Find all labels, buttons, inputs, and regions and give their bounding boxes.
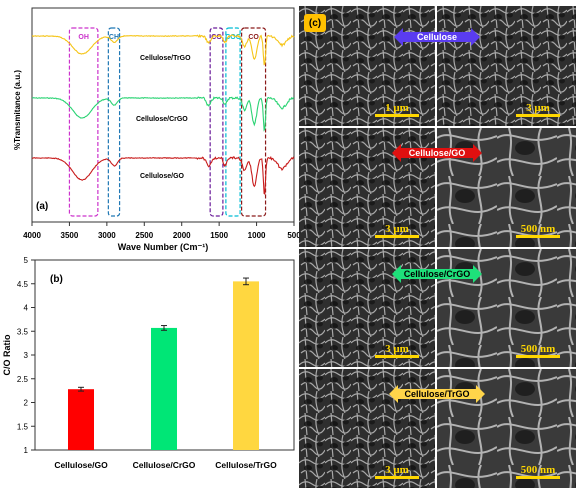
scale-bar: 3 μm (375, 343, 419, 358)
scale-bar: 500 nm (516, 464, 560, 479)
ftir-x-tick-label: 3000 (98, 231, 116, 240)
scale-bar: 3 μm (375, 464, 419, 479)
spectrum-line-go (31, 155, 295, 196)
ftir-x-tick-label: 2000 (173, 231, 191, 240)
scale-bar-label: 3 μm (385, 343, 409, 355)
ftir-band-label: OH (78, 34, 89, 41)
spectrum-line-trgo (31, 33, 295, 66)
sample-arrow-text: Cellulose/GO (408, 148, 466, 158)
bar-cellulose-trgo (233, 281, 259, 450)
sample-arrow-label: Cellulose (394, 28, 480, 46)
scale-bar-line (375, 114, 419, 117)
bar-y-tick-label: 1 (24, 446, 29, 455)
sample-arrow-text: Cellulose (416, 32, 457, 42)
scale-bar-line (516, 355, 560, 358)
bar-y-tick-label: 4.5 (17, 280, 29, 289)
bar-y-axis-label: C/O Ratio (2, 334, 12, 376)
scale-bar-line (375, 355, 419, 358)
sem-panel-label: (c) (304, 14, 326, 32)
sem-image-left (299, 128, 435, 247)
sem-image-left (299, 369, 435, 488)
ftir-band-label: CO (211, 34, 222, 41)
series-label-crgo: Cellulose/CrGO (136, 116, 188, 123)
bar-category-label: Cellulose/TrGO (215, 460, 277, 470)
sem-image-left (299, 249, 435, 367)
sample-arrow-label: Cellulose/GO (392, 144, 482, 162)
bar-y-tick-label: 2.5 (17, 375, 29, 384)
ftir-band-box (225, 27, 241, 217)
bar-cellulose-go (68, 389, 94, 450)
ftir-panel-label: (a) (36, 201, 48, 212)
bar-y-tick-label: 4 (24, 304, 29, 313)
bar-panel-label: (b) (50, 274, 63, 285)
scale-bar: 3 μm (516, 102, 560, 117)
bar-y-tick-label: 3.5 (17, 327, 29, 336)
scale-bar-label: 3 μm (385, 223, 409, 235)
ftir-x-tick-label: 1500 (210, 231, 228, 240)
spectrum-line-crgo (32, 96, 295, 132)
ftir-band-label: CO (248, 34, 259, 41)
scale-bar-line (516, 476, 560, 479)
ftir-x-tick-label: 4000 (23, 231, 41, 240)
scale-bar: 1 μm (375, 102, 419, 117)
scale-bar-label: 1 μm (385, 102, 409, 114)
bar-category-label: Cellulose/GO (54, 460, 108, 470)
scale-bar-line (375, 235, 419, 238)
ftir-band-box (68, 27, 99, 217)
sem-image-right (437, 6, 576, 126)
ftir-band-box (209, 27, 224, 217)
scale-bar: 500 nm (516, 223, 560, 238)
series-label-go: Cellulose/GO (140, 173, 185, 180)
ftir-y-axis-label: %Transmitance (a.u.) (13, 70, 22, 150)
scale-bar-label: 500 nm (520, 223, 556, 235)
ftir-x-axis-label: Wave Number (Cm⁻¹) (118, 242, 208, 252)
sem-image-right (437, 249, 576, 367)
scale-bar-line (516, 114, 560, 117)
scale-bar-line (375, 476, 419, 479)
series-label-trgo: Cellulose/TrGO (140, 55, 191, 62)
scale-bar-label: 500 nm (520, 464, 556, 476)
ftir-x-tick-label: 1000 (248, 231, 266, 240)
sample-arrow-text: Cellulose/TrGO (404, 389, 470, 399)
scale-bar-label: 500 nm (520, 343, 556, 355)
ftir-x-tick-label: 3500 (61, 231, 79, 240)
ftir-x-tick-label: 2500 (135, 231, 153, 240)
ftir-band-label: COC (225, 34, 241, 41)
sample-arrow-text: Cellulose/CrGO (403, 269, 471, 279)
ftir-band-box (107, 27, 121, 217)
bar-y-tick-label: 1.5 (17, 422, 29, 431)
ftir-band-box (241, 27, 267, 217)
bar-y-tick-label: 2 (24, 399, 29, 408)
sem-image-right (437, 128, 576, 247)
scale-bar-label: 3 μm (385, 464, 409, 476)
scale-bar: 500 nm (516, 343, 560, 358)
bar-category-label: Cellulose/CrGO (133, 460, 196, 470)
bar-cellulose-crgo (151, 327, 177, 450)
bar-y-tick-label: 5 (24, 256, 29, 265)
ftir-band-label: CH (109, 34, 119, 41)
sample-arrow-label: Cellulose/TrGO (389, 385, 485, 403)
scale-bar: 3 μm (375, 223, 419, 238)
sem-image-right (437, 369, 576, 488)
bar-y-tick-label: 3 (24, 351, 29, 360)
scale-bar-label: 3 μm (526, 102, 550, 114)
ftir-x-tick-label: 500 (287, 231, 301, 240)
scale-bar-line (516, 235, 560, 238)
sample-arrow-label: Cellulose/CrGO (392, 265, 482, 283)
